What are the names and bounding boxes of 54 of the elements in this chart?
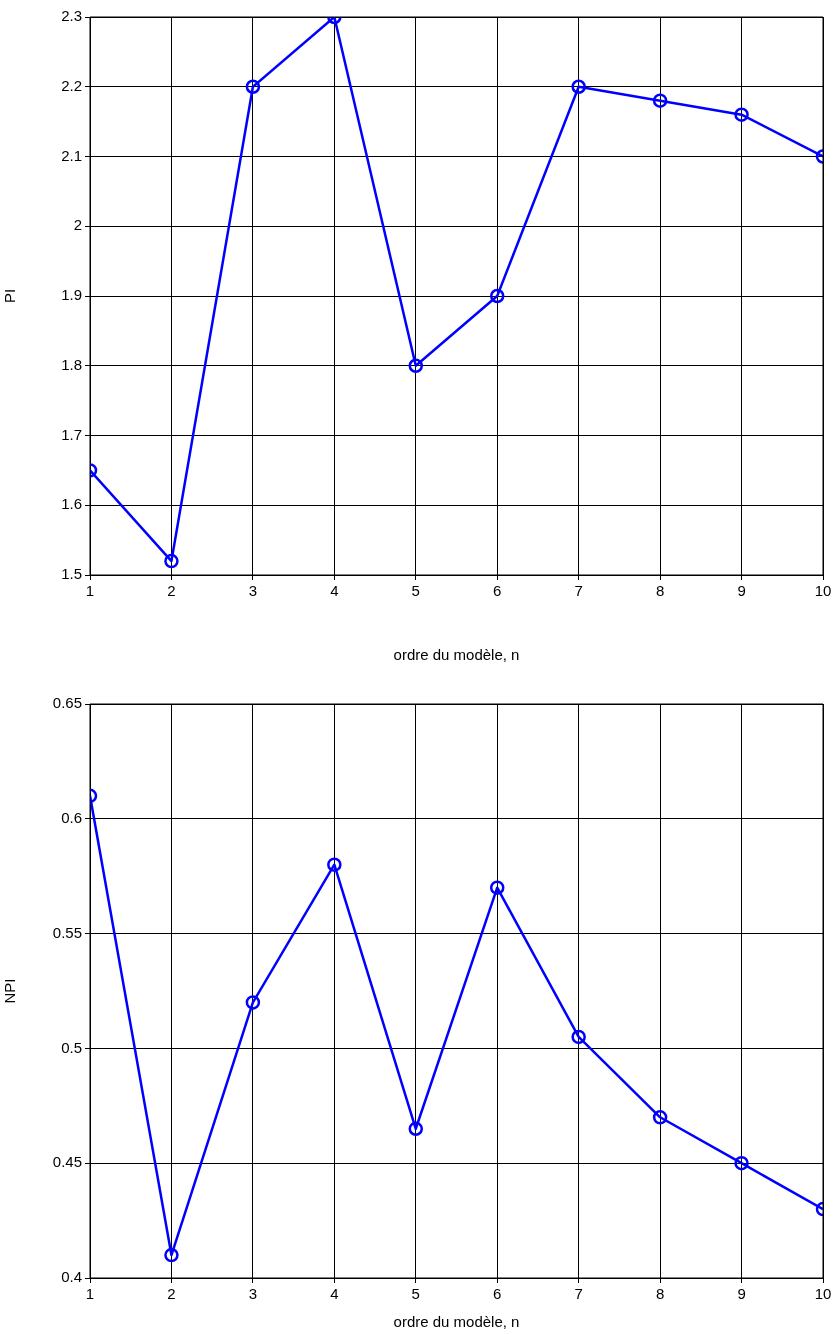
point <box>489 288 505 304</box>
x-tick-label: 8 <box>655 582 665 600</box>
y-tick-label: 2.2 <box>61 76 82 94</box>
point <box>652 1110 668 1125</box>
point <box>734 107 749 122</box>
point <box>734 1155 749 1171</box>
y-tick-label: 2 <box>73 216 82 234</box>
x-tick-label: 7 <box>574 582 583 600</box>
point <box>489 880 505 895</box>
y-tick-label: 1.7 <box>61 425 82 443</box>
y-tick-label: 0.55 <box>52 923 82 941</box>
y-tick-label: 2.1 <box>61 146 82 164</box>
x-tick-label: 2 <box>167 582 176 600</box>
x-tick-label: 3 <box>248 1285 258 1303</box>
x-tick-label: 5 <box>411 582 420 600</box>
x-tick-label: 7 <box>574 1285 583 1303</box>
y-tick-label: 0.5 <box>61 1038 82 1056</box>
y-tick-label: 0.45 <box>52 1153 82 1171</box>
x-tick-label: 2 <box>167 1285 176 1303</box>
point <box>245 995 261 1010</box>
x-tick-label: 10 <box>814 582 832 600</box>
point <box>408 358 424 373</box>
point <box>327 857 342 872</box>
x-tick-label: 4 <box>330 582 339 600</box>
y-tick-label: 0.4 <box>61 1268 82 1286</box>
x-tick-label: 1 <box>85 1285 95 1303</box>
y-tick-label: 0.65 <box>52 694 82 712</box>
y-axis-title: NPI <box>1 978 19 1004</box>
point <box>164 1247 179 1263</box>
x-tick-label: 9 <box>737 582 746 600</box>
x-tick-label: 4 <box>330 1285 339 1303</box>
y-axis-title: PI <box>1 288 19 304</box>
x-axis-title: ordre du modèle, n <box>393 646 520 664</box>
y-tick-label: 1.8 <box>61 355 82 373</box>
x-tick-label: 6 <box>493 582 502 600</box>
x-tick-label: 9 <box>737 1285 746 1303</box>
y-tick-label: 1.9 <box>61 286 82 304</box>
point <box>571 79 586 94</box>
point <box>571 1029 586 1045</box>
y-tick-label: 2.3 <box>61 7 82 25</box>
y-tick-label: 0.6 <box>61 808 82 826</box>
point <box>164 553 179 569</box>
y-tick-label: 1.6 <box>61 495 82 513</box>
x-axis-title: ordre du modèle, n <box>393 1313 520 1331</box>
point <box>245 79 261 94</box>
x-tick-label: 5 <box>411 1285 420 1303</box>
x-tick-label: 1 <box>85 582 95 600</box>
x-tick-label: 10 <box>814 1285 832 1303</box>
y-tick-label: 1.5 <box>61 565 82 583</box>
x-tick-label: 6 <box>493 1285 502 1303</box>
point <box>408 1121 424 1137</box>
x-tick-label: 3 <box>248 582 258 600</box>
point <box>652 93 668 108</box>
x-tick-label: 8 <box>655 1285 665 1303</box>
